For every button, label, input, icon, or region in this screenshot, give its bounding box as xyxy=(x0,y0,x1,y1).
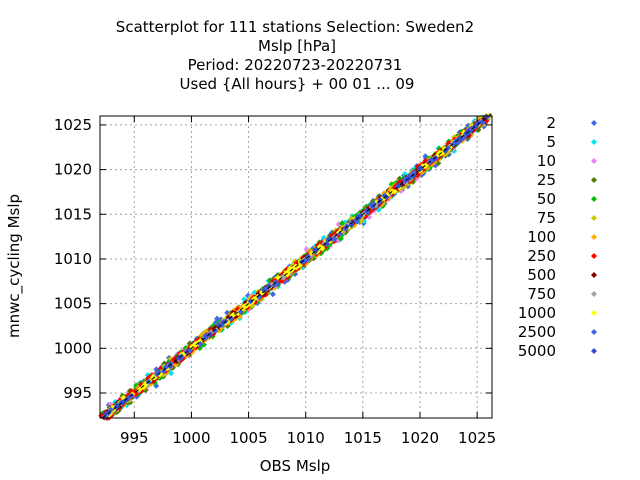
x-tick-label: 1000 xyxy=(172,429,210,447)
legend-marker xyxy=(591,291,597,297)
legend-marker xyxy=(591,310,597,316)
scatter-point xyxy=(396,175,403,182)
legend-label: 750 xyxy=(527,285,556,303)
scatter-point xyxy=(256,293,263,300)
y-axis-label: mnwc_cycling Mslp xyxy=(5,194,24,338)
scatter-point xyxy=(186,347,193,354)
diagonal-line xyxy=(101,112,493,419)
legend-label: 50 xyxy=(537,190,556,208)
x-axis-label: OBS Mslp xyxy=(260,457,331,475)
legend-label: 2 xyxy=(546,114,556,132)
scatter-point xyxy=(237,308,244,315)
one-to-one-line xyxy=(101,112,493,419)
legend-label: 5000 xyxy=(518,342,556,360)
scatter-point xyxy=(479,119,486,126)
legend-marker xyxy=(591,234,597,240)
scatter-point xyxy=(212,327,219,334)
scatter-point xyxy=(103,410,110,417)
scatter-point xyxy=(220,318,227,325)
chart-title: Scatterplot for 111 stations Selection: … xyxy=(116,18,474,93)
scatter-point xyxy=(354,218,361,225)
scatter-point xyxy=(265,283,272,290)
scatter-point xyxy=(348,222,355,229)
legend-marker xyxy=(591,158,597,164)
scatter-point xyxy=(251,289,258,296)
title-line-2: Mslp [hPa] xyxy=(258,37,336,55)
legend-marker xyxy=(591,348,597,354)
scatter-point xyxy=(192,340,199,347)
scatter-point xyxy=(331,236,338,243)
scatter-point xyxy=(422,163,429,170)
scatter-point xyxy=(207,331,214,338)
grid-lines xyxy=(100,116,492,418)
legend-label: 5 xyxy=(546,133,556,151)
legend-label: 1000 xyxy=(518,304,556,322)
scatter-point xyxy=(114,402,121,409)
scatter-point xyxy=(337,230,343,237)
legend-label: 2500 xyxy=(518,323,556,341)
scatter-point xyxy=(269,291,276,298)
title-line-3: Period: 20220723-20220731 xyxy=(188,56,403,74)
title-line-1: Scatterplot for 111 stations Selection: … xyxy=(116,18,474,36)
title-line-4: Used {All hours} + 00 01 ... 09 xyxy=(180,75,415,93)
scatter-point xyxy=(411,169,418,176)
scatter-point xyxy=(312,246,319,253)
legend-label: 100 xyxy=(527,228,556,246)
x-tick-label: 995 xyxy=(120,429,149,447)
plot-frame xyxy=(99,115,493,419)
legend-marker xyxy=(591,329,597,335)
legend-marker xyxy=(591,215,597,221)
x-tick-label: 1010 xyxy=(287,429,325,447)
legend-label: 500 xyxy=(527,266,556,284)
scatter-point xyxy=(247,298,254,305)
x-tick-label: 1020 xyxy=(401,429,439,447)
y-tick-label: 1020 xyxy=(54,161,92,179)
scatter-point xyxy=(442,147,449,154)
scatter-point xyxy=(280,274,287,281)
legend-label: 10 xyxy=(537,152,556,170)
legend-label: 250 xyxy=(527,247,556,265)
y-tick-label: 1000 xyxy=(54,339,92,357)
legend-marker xyxy=(591,177,597,183)
scatter-point xyxy=(383,193,390,200)
legend-marker xyxy=(591,272,597,278)
scatter-point xyxy=(216,322,223,329)
scatter-point xyxy=(468,125,475,132)
y-tick-label: 1010 xyxy=(54,250,92,268)
x-tick-label: 1025 xyxy=(458,429,496,447)
scatter-point xyxy=(417,164,423,171)
y-tick-label: 1025 xyxy=(54,116,92,134)
y-tick-label: 1015 xyxy=(54,205,92,223)
scatter-point xyxy=(396,182,403,189)
scatter-point xyxy=(228,315,235,322)
legend-marker xyxy=(591,196,597,202)
scatter-point xyxy=(316,243,323,250)
legend-label: 75 xyxy=(537,209,556,227)
legend-marker xyxy=(591,253,597,259)
x-tick-label: 1005 xyxy=(229,429,267,447)
legend-marker xyxy=(591,120,597,126)
x-tick-label: 1015 xyxy=(344,429,382,447)
y-tick-label: 995 xyxy=(63,384,92,402)
axes: 995 1000 1005 1010 1015 1020 1025 995 1000 1005 10… xyxy=(54,116,496,447)
scatter-point xyxy=(284,271,291,278)
legend-marker xyxy=(591,139,597,145)
y-tick-label: 1005 xyxy=(54,295,92,313)
scatter-point xyxy=(162,364,169,371)
scatter-point xyxy=(339,220,346,227)
scatter-point xyxy=(119,399,126,406)
legend-label: 25 xyxy=(537,171,556,189)
